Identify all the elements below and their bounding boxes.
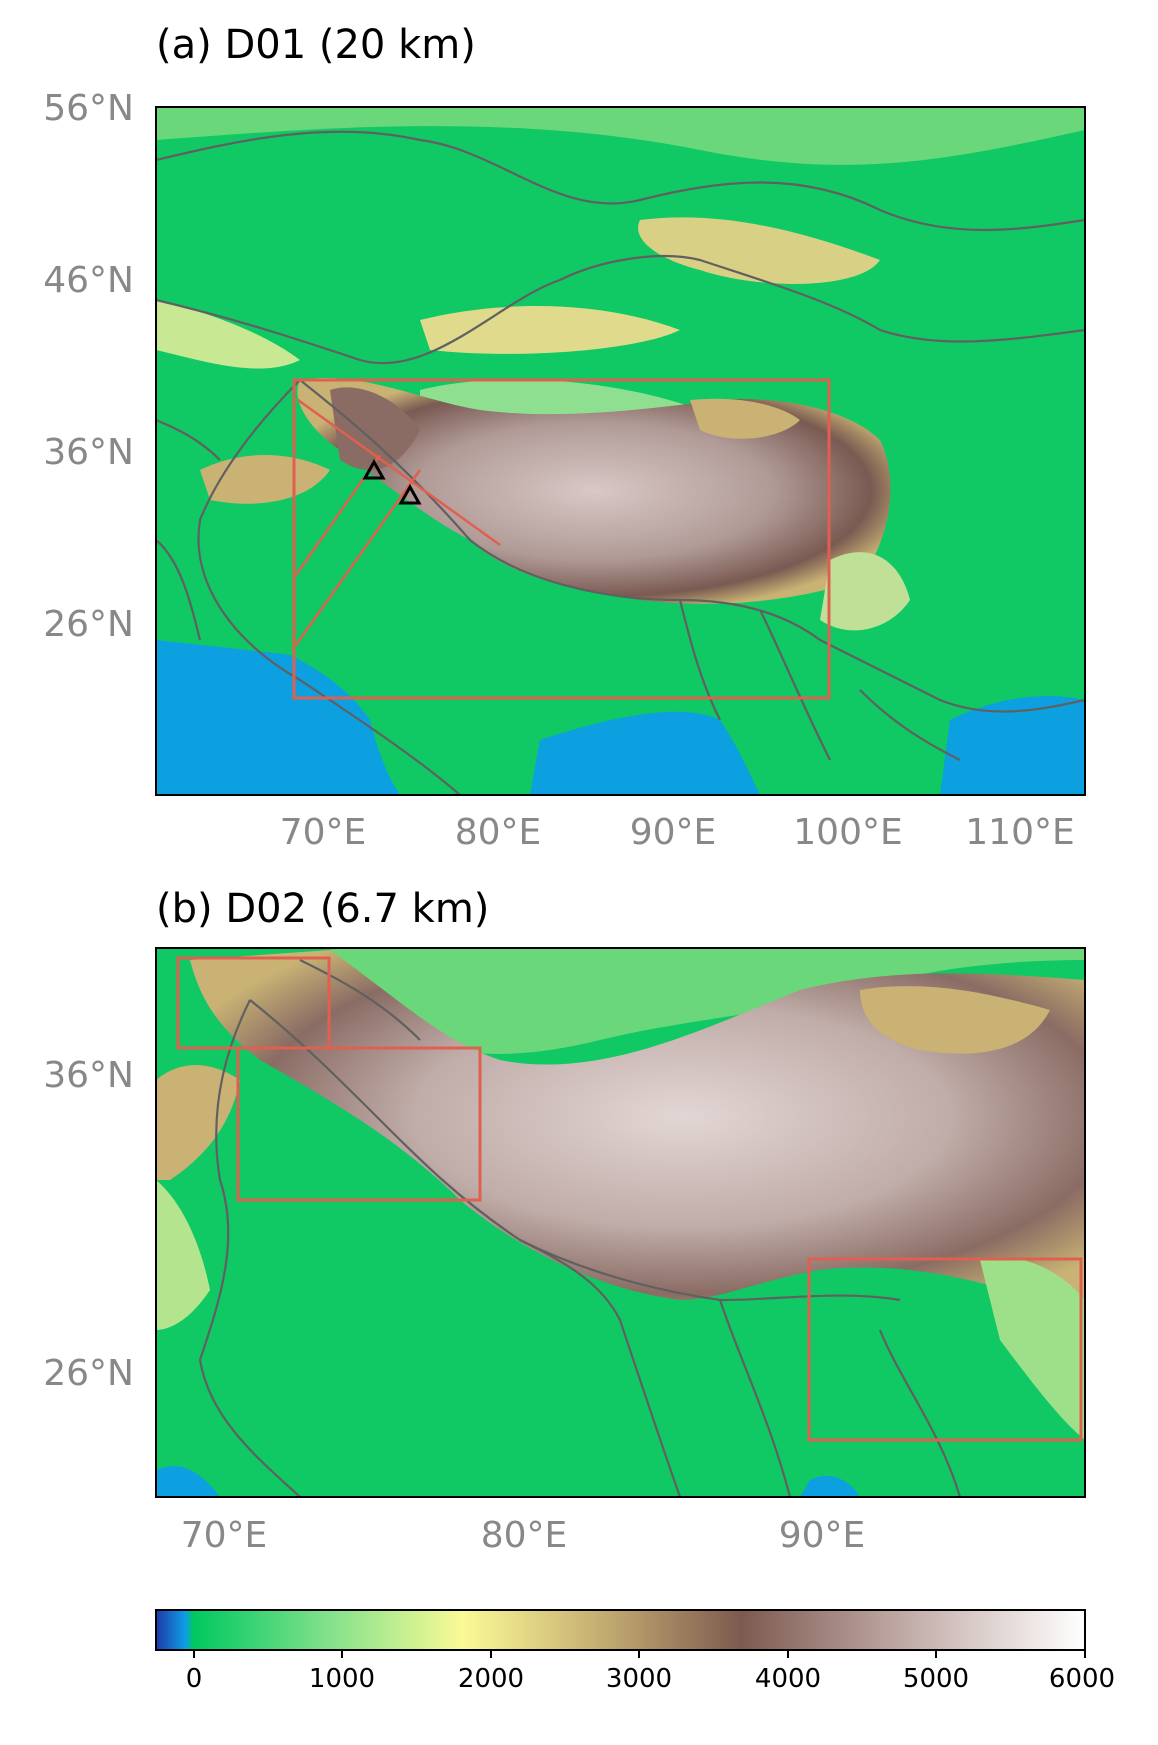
colorbar-tick-label: 1000 [308, 1664, 376, 1694]
station-marker-2 [398, 483, 422, 505]
colorbar-tick-label: 3000 [605, 1664, 673, 1694]
panel-a-lat-label: 56°N [43, 88, 134, 129]
colorbar-tick-label: 4000 [754, 1664, 822, 1694]
station-marker-1 [362, 458, 386, 480]
panel-a-lon-label: 70°E [279, 812, 367, 853]
colorbar-tick-label: 5000 [902, 1664, 970, 1694]
panel-a-lat-label: 46°N [43, 260, 134, 301]
panel-b-title: (b) D02 (6.7 km) [156, 886, 490, 932]
colorbar-tick-label: 0 [185, 1664, 203, 1694]
panel-a-map [156, 107, 1085, 795]
panel-a-title: (a) D01 (20 km) [156, 22, 476, 68]
panel-b-lat-label: 36°N [43, 1055, 134, 1096]
panel-a-lat-label: 26°N [43, 604, 134, 645]
colorbar-tick-label: 6000 [1048, 1664, 1116, 1694]
panel-b-frame [155, 947, 1086, 1498]
panel-a-lon-label: 90°E [629, 812, 717, 853]
panel-a-frame [155, 106, 1086, 796]
panel-b-lon-label: 70°E [180, 1515, 268, 1556]
d03-box-3 [807, 1257, 1083, 1442]
colorbar-tick-label: 2000 [457, 1664, 525, 1694]
panel-b-lon-label: 90°E [778, 1515, 866, 1556]
panel-a-lon-label: 100°E [793, 812, 903, 853]
panel-b-map [156, 948, 1085, 1497]
panel-b-lon-label: 80°E [480, 1515, 568, 1556]
panel-a-lon-label: 110°E [965, 812, 1075, 853]
d03-box-2 [236, 1046, 482, 1202]
colorbar [155, 1609, 1086, 1651]
colorbar-ticks [193, 1650, 1086, 1658]
panel-b-lat-label: 26°N [43, 1353, 134, 1394]
panel-a-lon-label: 80°E [454, 812, 542, 853]
d02-domain-box [292, 378, 831, 700]
panel-a-lat-label: 36°N [43, 432, 134, 473]
